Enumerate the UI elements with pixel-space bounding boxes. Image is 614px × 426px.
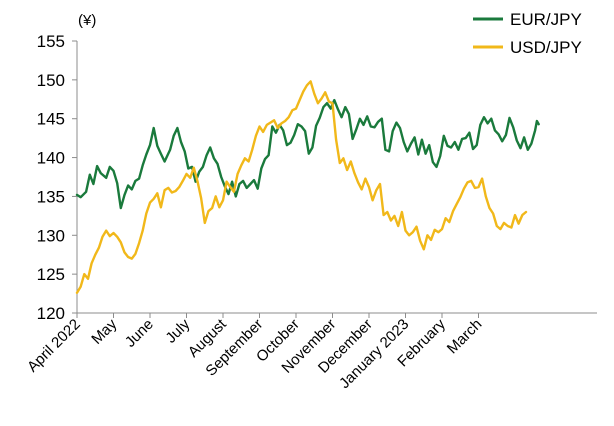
y-axis: 120 125 130 135 140 145 150 155 — [37, 32, 78, 323]
x-axis: April 2022 May June JulyAugustSeptemberOcto… — [24, 312, 597, 392]
y-tick-label: 130 — [37, 226, 65, 245]
x-tick-label: May — [88, 315, 120, 347]
y-tick-label: 140 — [37, 149, 65, 168]
x-tick-label: July — [162, 315, 193, 346]
y-tick-label: 155 — [37, 32, 65, 51]
y-tick-label: 145 — [37, 110, 65, 129]
series-line-eur-jpy — [75, 98, 540, 210]
series-line-usd-jpy — [75, 80, 528, 294]
legend-label: EUR/JPY — [510, 10, 582, 29]
legend: EUR/JPY USD/JPY — [473, 10, 582, 57]
y-tick-label: 120 — [37, 304, 65, 323]
legend-label: USD/JPY — [510, 38, 582, 57]
x-tick-label: March — [444, 316, 485, 357]
series-lines — [75, 80, 540, 294]
x-tick-label: June — [122, 316, 157, 351]
y-tick-label: 135 — [37, 187, 65, 206]
y-axis-unit-label: (¥) — [78, 12, 96, 29]
y-tick-label: 125 — [37, 265, 65, 284]
x-tick-label: April 2022 — [24, 316, 84, 376]
y-tick-label: 150 — [37, 71, 65, 90]
